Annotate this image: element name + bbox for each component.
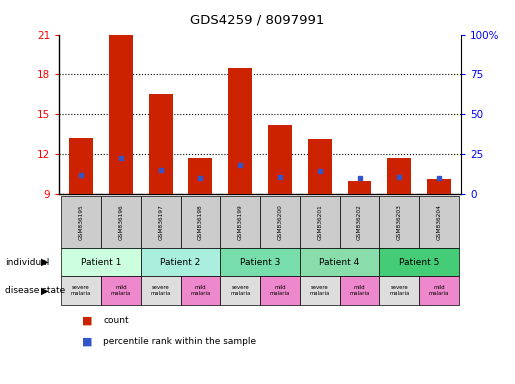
Text: count: count bbox=[103, 316, 129, 325]
Text: mild
malaria: mild malaria bbox=[270, 285, 290, 296]
Text: mild
malaria: mild malaria bbox=[190, 285, 211, 296]
Text: severe
malaria: severe malaria bbox=[230, 285, 250, 296]
Bar bbox=[188, 158, 212, 194]
Text: GSM836196: GSM836196 bbox=[118, 204, 124, 240]
Bar bbox=[149, 94, 173, 194]
Bar bbox=[348, 180, 371, 194]
Text: severe
malaria: severe malaria bbox=[71, 285, 91, 296]
Bar bbox=[109, 35, 133, 194]
Text: ▶: ▶ bbox=[41, 257, 49, 267]
Text: mild
malaria: mild malaria bbox=[429, 285, 449, 296]
Text: mild
malaria: mild malaria bbox=[111, 285, 131, 296]
Text: Patient 5: Patient 5 bbox=[399, 258, 439, 266]
Text: disease state: disease state bbox=[5, 286, 65, 295]
Text: GSM836201: GSM836201 bbox=[317, 204, 322, 240]
Text: GSM836202: GSM836202 bbox=[357, 204, 362, 240]
Text: ■: ■ bbox=[82, 316, 93, 326]
Text: severe
malaria: severe malaria bbox=[150, 285, 171, 296]
Bar bbox=[387, 158, 411, 194]
Text: Patient 3: Patient 3 bbox=[240, 258, 280, 266]
Text: mild
malaria: mild malaria bbox=[349, 285, 370, 296]
Bar bbox=[228, 68, 252, 194]
Text: Patient 2: Patient 2 bbox=[160, 258, 201, 266]
Bar bbox=[427, 179, 451, 194]
Text: GSM836199: GSM836199 bbox=[238, 204, 243, 240]
Text: GSM836197: GSM836197 bbox=[158, 204, 163, 240]
Text: percentile rank within the sample: percentile rank within the sample bbox=[103, 337, 256, 346]
Text: severe
malaria: severe malaria bbox=[310, 285, 330, 296]
Text: GSM836198: GSM836198 bbox=[198, 204, 203, 240]
Text: severe
malaria: severe malaria bbox=[389, 285, 409, 296]
Text: ■: ■ bbox=[82, 337, 93, 347]
Bar bbox=[69, 138, 93, 194]
Bar bbox=[308, 139, 332, 194]
Text: individual: individual bbox=[5, 258, 49, 266]
Text: GDS4259 / 8097991: GDS4259 / 8097991 bbox=[191, 13, 324, 26]
Text: Patient 1: Patient 1 bbox=[81, 258, 121, 266]
Text: GSM836200: GSM836200 bbox=[278, 204, 282, 240]
Text: GSM836203: GSM836203 bbox=[397, 204, 402, 240]
Text: GSM836195: GSM836195 bbox=[79, 204, 83, 240]
Text: GSM836204: GSM836204 bbox=[437, 204, 441, 240]
Text: Patient 4: Patient 4 bbox=[319, 258, 360, 266]
Text: ▶: ▶ bbox=[41, 286, 49, 296]
Bar bbox=[268, 125, 292, 194]
